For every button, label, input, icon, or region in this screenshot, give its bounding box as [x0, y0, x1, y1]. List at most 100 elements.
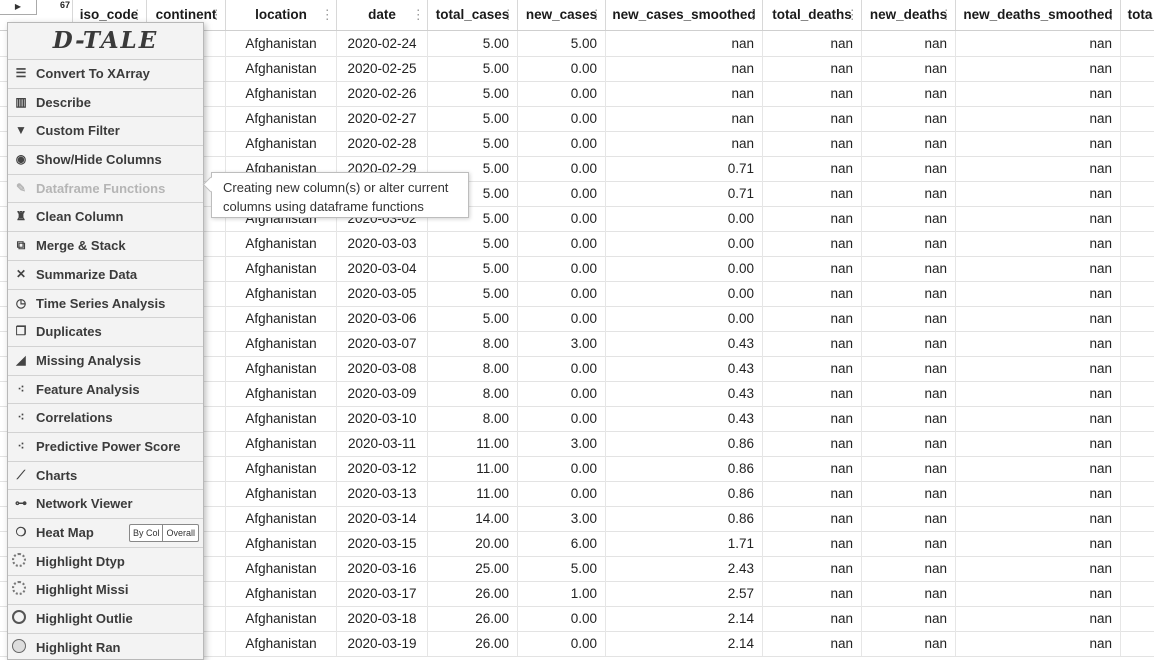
cell-location[interactable]: Afghanistan	[226, 331, 337, 356]
cell-new-deaths[interactable]: nan	[862, 406, 956, 431]
cell-total-deaths[interactable]: nan	[763, 581, 862, 606]
menu-item-feature-analysis[interactable]: ⁖ Feature Analysis	[8, 376, 203, 405]
cell-new-cases-smoothed[interactable]: nan	[606, 131, 763, 156]
cell-new-cases[interactable]: 0.00	[518, 456, 606, 481]
cell-location[interactable]: Afghanistan	[226, 281, 337, 306]
cell-total-deaths[interactable]: nan	[763, 381, 862, 406]
cell-new-deaths[interactable]: nan	[862, 256, 956, 281]
menu-item-clean-column[interactable]: ♜ Clean Column	[8, 203, 203, 233]
heatmap-by-col-button[interactable]: By Col	[132, 528, 160, 538]
column-menu-icon[interactable]: ⋮	[845, 7, 859, 22]
cell-new-deaths[interactable]: nan	[862, 281, 956, 306]
cell-new-cases[interactable]: 0.00	[518, 281, 606, 306]
cell-new-deaths-smoothed[interactable]: nan	[956, 31, 1121, 56]
cell-total-cases[interactable]: 5.00	[428, 131, 518, 156]
cell-total-cases[interactable]: 20.00	[428, 531, 518, 556]
cell-new-deaths-smoothed[interactable]: nan	[956, 306, 1121, 331]
cell-new-cases-smoothed[interactable]: 0.71	[606, 156, 763, 181]
menu-item-highlight-missi[interactable]: Highlight Missi	[8, 576, 203, 606]
cell-total-deaths[interactable]: nan	[763, 56, 862, 81]
cell-new-deaths-smoothed[interactable]: nan	[956, 606, 1121, 631]
column-header-new-cases-smoothed[interactable]: new_cases_smoothed ⋮	[606, 0, 763, 30]
cell-new-cases[interactable]: 3.00	[518, 506, 606, 531]
cell-new-deaths-smoothed[interactable]: nan	[956, 281, 1121, 306]
column-menu-icon[interactable]: ⋮	[209, 7, 223, 22]
cell-date[interactable]: 2020-03-09	[337, 381, 428, 406]
cell-new-cases-smoothed[interactable]: 0.00	[606, 306, 763, 331]
cell-new-cases-smoothed[interactable]: nan	[606, 81, 763, 106]
cell-new-cases-smoothed[interactable]: 0.86	[606, 456, 763, 481]
cell-new-deaths-smoothed[interactable]: nan	[956, 531, 1121, 556]
cell-new-deaths-smoothed[interactable]: nan	[956, 206, 1121, 231]
column-header-new-cases[interactable]: new_cases ⋮	[518, 0, 606, 30]
cell-new-cases[interactable]: 0.00	[518, 81, 606, 106]
cell-location[interactable]: Afghanistan	[226, 131, 337, 156]
cell-total-cases[interactable]: 5.00	[428, 106, 518, 131]
cell-total-cases[interactable]: 5.00	[428, 181, 518, 206]
cell-date[interactable]: 2020-03-13	[337, 481, 428, 506]
cell-total-cases[interactable]: 11.00	[428, 481, 518, 506]
column-menu-icon[interactable]: ⋮	[939, 7, 953, 22]
cell-total-deaths[interactable]: nan	[763, 31, 862, 56]
cell-new-cases-smoothed[interactable]: 0.86	[606, 431, 763, 456]
menu-item-custom-filter[interactable]: ▼ Custom Filter	[8, 117, 203, 147]
cell-new-deaths[interactable]: nan	[862, 431, 956, 456]
cell-new-cases-smoothed[interactable]: 2.14	[606, 631, 763, 656]
cell-total-deaths[interactable]: nan	[763, 606, 862, 631]
cell-new-deaths-smoothed[interactable]: nan	[956, 106, 1121, 131]
cell-location[interactable]: Afghanistan	[226, 231, 337, 256]
menu-item-describe[interactable]: ▥ Describe	[8, 89, 203, 118]
cell-new-cases[interactable]: 0.00	[518, 606, 606, 631]
menu-item-correlations[interactable]: ⁖ Correlations	[8, 404, 203, 433]
column-menu-icon[interactable]: ⋮	[1104, 7, 1118, 22]
column-menu-icon[interactable]: ⋮	[589, 7, 603, 22]
cell-total-deaths[interactable]: nan	[763, 556, 862, 581]
cell-date[interactable]: 2020-03-19	[337, 631, 428, 656]
cell-new-deaths-smoothed[interactable]: nan	[956, 631, 1121, 656]
column-header-total-deaths[interactable]: total_deaths ⋮	[763, 0, 862, 30]
cell-new-deaths[interactable]: nan	[862, 381, 956, 406]
menu-item-time-series-analysis[interactable]: ◷ Time Series Analysis	[8, 290, 203, 319]
cell-location[interactable]: Afghanistan	[226, 431, 337, 456]
cell-new-deaths-smoothed[interactable]: nan	[956, 431, 1121, 456]
cell-new-deaths[interactable]: nan	[862, 31, 956, 56]
cell-total-cases[interactable]: 5.00	[428, 281, 518, 306]
cell-new-deaths[interactable]: nan	[862, 356, 956, 381]
cell-new-cases-smoothed[interactable]: 2.14	[606, 606, 763, 631]
cell-total-cases[interactable]: 14.00	[428, 506, 518, 531]
cell-new-cases[interactable]: 5.00	[518, 556, 606, 581]
cell-new-cases-smoothed[interactable]: 0.43	[606, 331, 763, 356]
cell-new-cases-smoothed[interactable]: nan	[606, 106, 763, 131]
cell-total-deaths[interactable]: nan	[763, 81, 862, 106]
cell-new-deaths-smoothed[interactable]: nan	[956, 456, 1121, 481]
cell-location[interactable]: Afghanistan	[226, 631, 337, 656]
column-header-new-deaths-smoothed[interactable]: new_deaths_smoothed ⋮	[956, 0, 1121, 30]
cell-location[interactable]: Afghanistan	[226, 531, 337, 556]
cell-location[interactable]: Afghanistan	[226, 81, 337, 106]
cell-total-cases[interactable]: 5.00	[428, 81, 518, 106]
cell-new-cases[interactable]: 1.00	[518, 581, 606, 606]
cell-new-deaths-smoothed[interactable]: nan	[956, 156, 1121, 181]
cell-total-cases[interactable]: 5.00	[428, 306, 518, 331]
cell-new-deaths-smoothed[interactable]: nan	[956, 181, 1121, 206]
cell-new-cases-smoothed[interactable]: 0.00	[606, 256, 763, 281]
cell-total-deaths[interactable]: nan	[763, 131, 862, 156]
cell-total-deaths[interactable]: nan	[763, 481, 862, 506]
cell-new-deaths[interactable]: nan	[862, 306, 956, 331]
cell-date[interactable]: 2020-02-28	[337, 131, 428, 156]
cell-total-cases[interactable]: 26.00	[428, 581, 518, 606]
cell-new-deaths-smoothed[interactable]: nan	[956, 256, 1121, 281]
cell-total-deaths[interactable]: nan	[763, 106, 862, 131]
cell-new-cases-smoothed[interactable]: 0.86	[606, 506, 763, 531]
menu-item-highlight-outlie[interactable]: Highlight Outlie	[8, 605, 203, 634]
cell-total-cases[interactable]: 8.00	[428, 381, 518, 406]
cell-new-deaths[interactable]: nan	[862, 631, 956, 656]
cell-location[interactable]: Afghanistan	[226, 256, 337, 281]
column-header-total-cases[interactable]: total_cases ⋮	[428, 0, 518, 30]
cell-date[interactable]: 2020-03-12	[337, 456, 428, 481]
cell-new-cases[interactable]: 0.00	[518, 131, 606, 156]
cell-total-cases[interactable]: 8.00	[428, 406, 518, 431]
menu-item-duplicates[interactable]: ❐ Duplicates	[8, 318, 203, 347]
cell-total-deaths[interactable]: nan	[763, 406, 862, 431]
cell-new-cases-smoothed[interactable]: 0.43	[606, 406, 763, 431]
